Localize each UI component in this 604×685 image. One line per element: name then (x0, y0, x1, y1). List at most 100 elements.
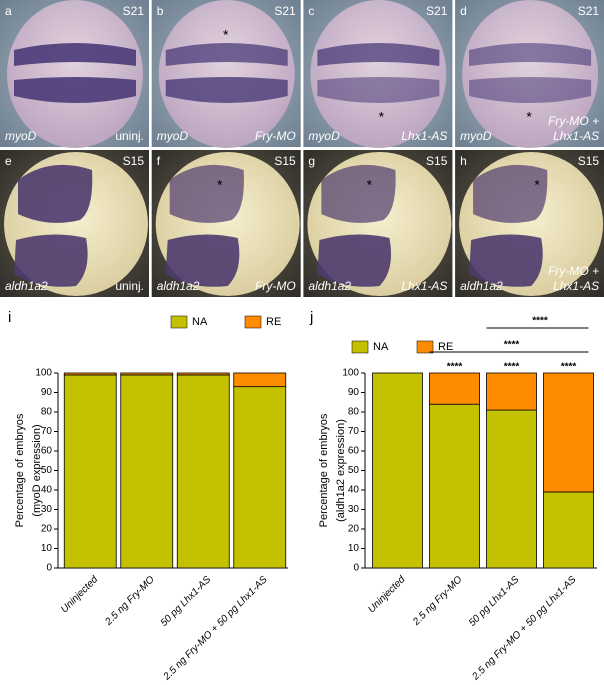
x-tick-label: Uninjected (366, 574, 407, 615)
bar-segment (233, 386, 287, 569)
x-tick-label: 2.5 ng Fry-MO + 50 pg Lhx1-AS (470, 574, 579, 683)
y-tick-label: 0 (46, 563, 52, 574)
y-tick-label: 40 (41, 485, 53, 496)
condition-label: uninj. (115, 129, 144, 143)
expression-domain (321, 164, 396, 223)
asterisk: * (379, 109, 385, 125)
expression-stripe (469, 77, 592, 103)
expression-domain (469, 234, 543, 287)
bar-segment (176, 372, 230, 376)
condition-label: Lhx1-AS (401, 129, 447, 143)
condition-label: uninj. (115, 279, 144, 293)
photo-panel: f S15 aldh1a2 Fry-MO * (151, 150, 301, 297)
gene-label: aldh1a2 (157, 279, 200, 293)
photo-panel: e S15 aldh1a2 uninj. (0, 150, 149, 297)
panel-letter: b (157, 4, 164, 18)
gene-label: aldh1a2 (308, 279, 351, 293)
y-tick-label: 20 (348, 524, 360, 535)
embryo (462, 0, 599, 148)
embryo (7, 0, 143, 148)
expression-stripe (317, 43, 440, 66)
photo-panel: d S21 myoD Fry-MO +Lhx1-AS * (455, 0, 604, 148)
expression-stripe (469, 43, 592, 66)
y-tick-label: 40 (348, 485, 360, 496)
significance-label: **** (561, 362, 577, 373)
y-tick-label: 80 (348, 407, 360, 418)
y-axis-label: (myoD expression) (31, 424, 43, 516)
expression-domain (169, 164, 244, 223)
y-tick-label: 100 (35, 368, 52, 379)
condition-label: Fry-MO (255, 129, 296, 143)
bar-segment (543, 372, 594, 493)
gene-label: myoD (157, 129, 189, 143)
condition-label: Fry-MO + (548, 114, 599, 128)
condition-label: Fry-MO + (548, 264, 599, 278)
photo-panel: a S21 myoD uninj. (0, 0, 149, 148)
significance-label: **** (504, 340, 520, 351)
x-tick-label: Uninjected (59, 574, 100, 615)
y-tick-label: 30 (41, 504, 53, 515)
bar-segment (176, 374, 230, 569)
bar-segment (543, 491, 594, 569)
condition-label: Lhx1-AS (401, 279, 447, 293)
panel-letter: h (460, 154, 467, 168)
gene-label: myoD (460, 129, 492, 143)
condition-label: Lhx1-AS (553, 279, 599, 293)
panel-letter: d (460, 4, 467, 18)
x-tick-label: 50 pg Lhx1-AS (467, 574, 522, 629)
panel-letter: j (309, 309, 313, 326)
legend-swatch (244, 315, 262, 329)
expression-domain (165, 234, 240, 287)
panel-letter: c (308, 4, 314, 18)
bar-segment (63, 372, 117, 376)
legend-label: NA (373, 341, 389, 353)
condition-label: Fry-MO (255, 279, 296, 293)
bar-segment (63, 374, 117, 569)
x-tick-label: 2.5 ng Fry-MO (410, 574, 464, 628)
legend-label: RE (438, 341, 453, 353)
stage-label: S15 (123, 154, 145, 168)
expression-domain (473, 164, 548, 223)
expression-domain (14, 234, 88, 287)
panel-letter: i (8, 309, 11, 326)
bar-segment (233, 372, 287, 388)
panel-letter: f (157, 154, 161, 168)
stage-label: S21 (426, 4, 448, 18)
expression-stripe (317, 77, 440, 103)
y-tick-label: 60 (348, 446, 360, 457)
stage-label: S15 (426, 154, 448, 168)
y-tick-label: 90 (41, 387, 53, 398)
asterisk: * (526, 109, 532, 125)
asterisk: * (534, 177, 540, 193)
stage-label: S15 (578, 154, 600, 168)
panel-letter: g (308, 154, 315, 168)
expression-stripe (165, 43, 288, 66)
photo-panel: h S15 aldh1a2 Fry-MO +Lhx1-AS * (455, 150, 604, 297)
y-tick-label: 70 (348, 426, 360, 437)
gene-label: myoD (5, 129, 37, 143)
bar-segment (486, 372, 537, 411)
expression-stripe (14, 77, 136, 103)
legend-swatch (416, 340, 434, 354)
expression-stripe (14, 43, 136, 66)
bar-segment (486, 409, 537, 569)
bar-segment (120, 374, 174, 569)
panel-letter: e (5, 154, 12, 168)
embryo (310, 0, 447, 148)
stage-label: S21 (578, 4, 600, 18)
y-tick-label: 10 (41, 543, 53, 554)
x-tick-label: 2.5 ng Fry-MO (103, 574, 157, 628)
significance-label: **** (504, 362, 520, 373)
significance-label: **** (532, 316, 548, 327)
asterisk: * (217, 177, 223, 193)
gene-label: aldh1a2 (460, 279, 503, 293)
stage-label: S15 (274, 154, 296, 168)
embryo (158, 0, 295, 148)
legend-label: RE (266, 316, 281, 328)
y-axis-label: Percentage of embryos (318, 413, 330, 527)
expression-domain (18, 164, 93, 223)
gene-label: myoD (308, 129, 340, 143)
bar-segment (429, 372, 480, 405)
stage-label: S21 (274, 4, 296, 18)
